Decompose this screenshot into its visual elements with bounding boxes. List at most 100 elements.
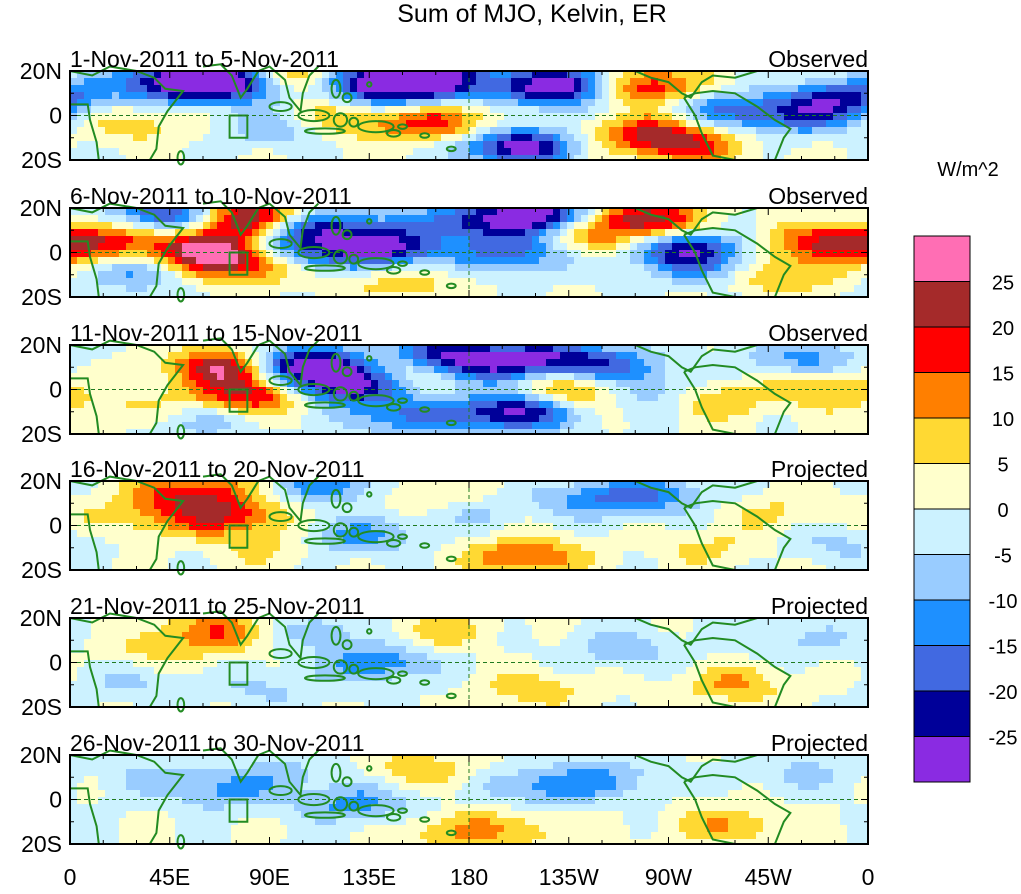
field-cell xyxy=(840,148,848,156)
field-cell xyxy=(182,271,190,279)
field-cell xyxy=(672,215,680,223)
field-cell xyxy=(434,394,442,402)
field-cell xyxy=(252,250,260,258)
field-cell xyxy=(357,229,365,237)
field-cell xyxy=(448,380,456,388)
field-cell xyxy=(511,264,519,272)
field-cell xyxy=(98,530,106,538)
field-cell xyxy=(112,134,120,142)
field-cell xyxy=(343,215,351,223)
field-cell xyxy=(168,345,176,353)
field-cell xyxy=(385,229,393,237)
field-cell xyxy=(77,537,85,545)
field-cell xyxy=(777,401,785,409)
field-cell xyxy=(357,99,365,107)
field-cell xyxy=(343,71,351,79)
field-cell xyxy=(616,366,624,374)
field-cell xyxy=(455,85,463,93)
field-cell xyxy=(623,215,631,223)
field-cell xyxy=(161,415,169,423)
field-cell xyxy=(623,106,631,114)
field-cell xyxy=(784,208,792,216)
field-cell xyxy=(112,558,120,566)
field-cell xyxy=(749,264,757,272)
field-cell xyxy=(112,236,120,244)
field-cell xyxy=(637,359,645,367)
field-cell xyxy=(98,99,106,107)
field-cell xyxy=(679,401,687,409)
field-cell xyxy=(140,408,148,416)
field-cell xyxy=(546,134,554,142)
field-cell xyxy=(294,120,302,128)
field-cell xyxy=(721,257,729,265)
field-cell xyxy=(777,359,785,367)
field-cell xyxy=(805,271,813,279)
field-cell xyxy=(462,250,470,258)
field-cell xyxy=(651,271,659,279)
field-cell xyxy=(826,222,834,230)
field-cell xyxy=(329,271,337,279)
field-cell xyxy=(588,99,596,107)
field-cell xyxy=(609,366,617,374)
field-cell xyxy=(553,278,561,286)
field-cell xyxy=(217,222,225,230)
field-cell xyxy=(686,415,694,423)
field-cell xyxy=(805,243,813,251)
field-cell xyxy=(721,250,729,258)
field-cell xyxy=(133,250,141,258)
field-cell xyxy=(777,250,785,258)
field-cell xyxy=(833,415,841,423)
field-cell xyxy=(819,99,827,107)
field-cell xyxy=(350,264,358,272)
field-cell xyxy=(91,229,99,237)
field-cell xyxy=(651,278,659,286)
field-cell xyxy=(196,264,204,272)
field-cell xyxy=(525,85,533,93)
field-cell xyxy=(476,380,484,388)
field-cell xyxy=(385,113,393,121)
field-cell xyxy=(294,415,302,423)
field-cell xyxy=(147,537,155,545)
field-cell xyxy=(532,120,540,128)
field-cell xyxy=(154,516,162,524)
field-cell xyxy=(553,422,561,430)
field-cell xyxy=(259,373,267,381)
field-cell xyxy=(854,408,862,416)
field-cell xyxy=(462,264,470,272)
field-cell xyxy=(826,271,834,279)
field-cell xyxy=(105,271,113,279)
field-cell xyxy=(287,415,295,423)
field-cell xyxy=(455,106,463,114)
field-cell xyxy=(581,106,589,114)
field-cell xyxy=(469,408,477,416)
field-cell xyxy=(637,236,645,244)
field-cell xyxy=(714,257,722,265)
field-cell xyxy=(833,422,841,430)
field-cell xyxy=(385,92,393,100)
field-cell xyxy=(658,278,666,286)
field-cell xyxy=(637,264,645,272)
field-cell xyxy=(448,236,456,244)
field-cell xyxy=(504,208,512,216)
field-cell xyxy=(784,359,792,367)
field-cell xyxy=(721,236,729,244)
field-cell xyxy=(105,71,113,79)
field-cell xyxy=(315,271,323,279)
field-cell xyxy=(196,250,204,258)
field-cell xyxy=(147,120,155,128)
field-cell xyxy=(147,222,155,230)
field-cell xyxy=(406,85,414,93)
field-cell xyxy=(98,558,106,566)
field-cell xyxy=(637,113,645,121)
field-cell xyxy=(462,359,470,367)
field-cell xyxy=(826,134,834,142)
field-cell xyxy=(623,85,631,93)
field-cell xyxy=(350,352,358,360)
field-cell xyxy=(154,366,162,374)
field-cell xyxy=(574,387,582,395)
field-cell xyxy=(77,257,85,265)
field-cell xyxy=(315,99,323,107)
field-cell xyxy=(756,401,764,409)
field-cell xyxy=(434,401,442,409)
field-cell xyxy=(441,208,449,216)
